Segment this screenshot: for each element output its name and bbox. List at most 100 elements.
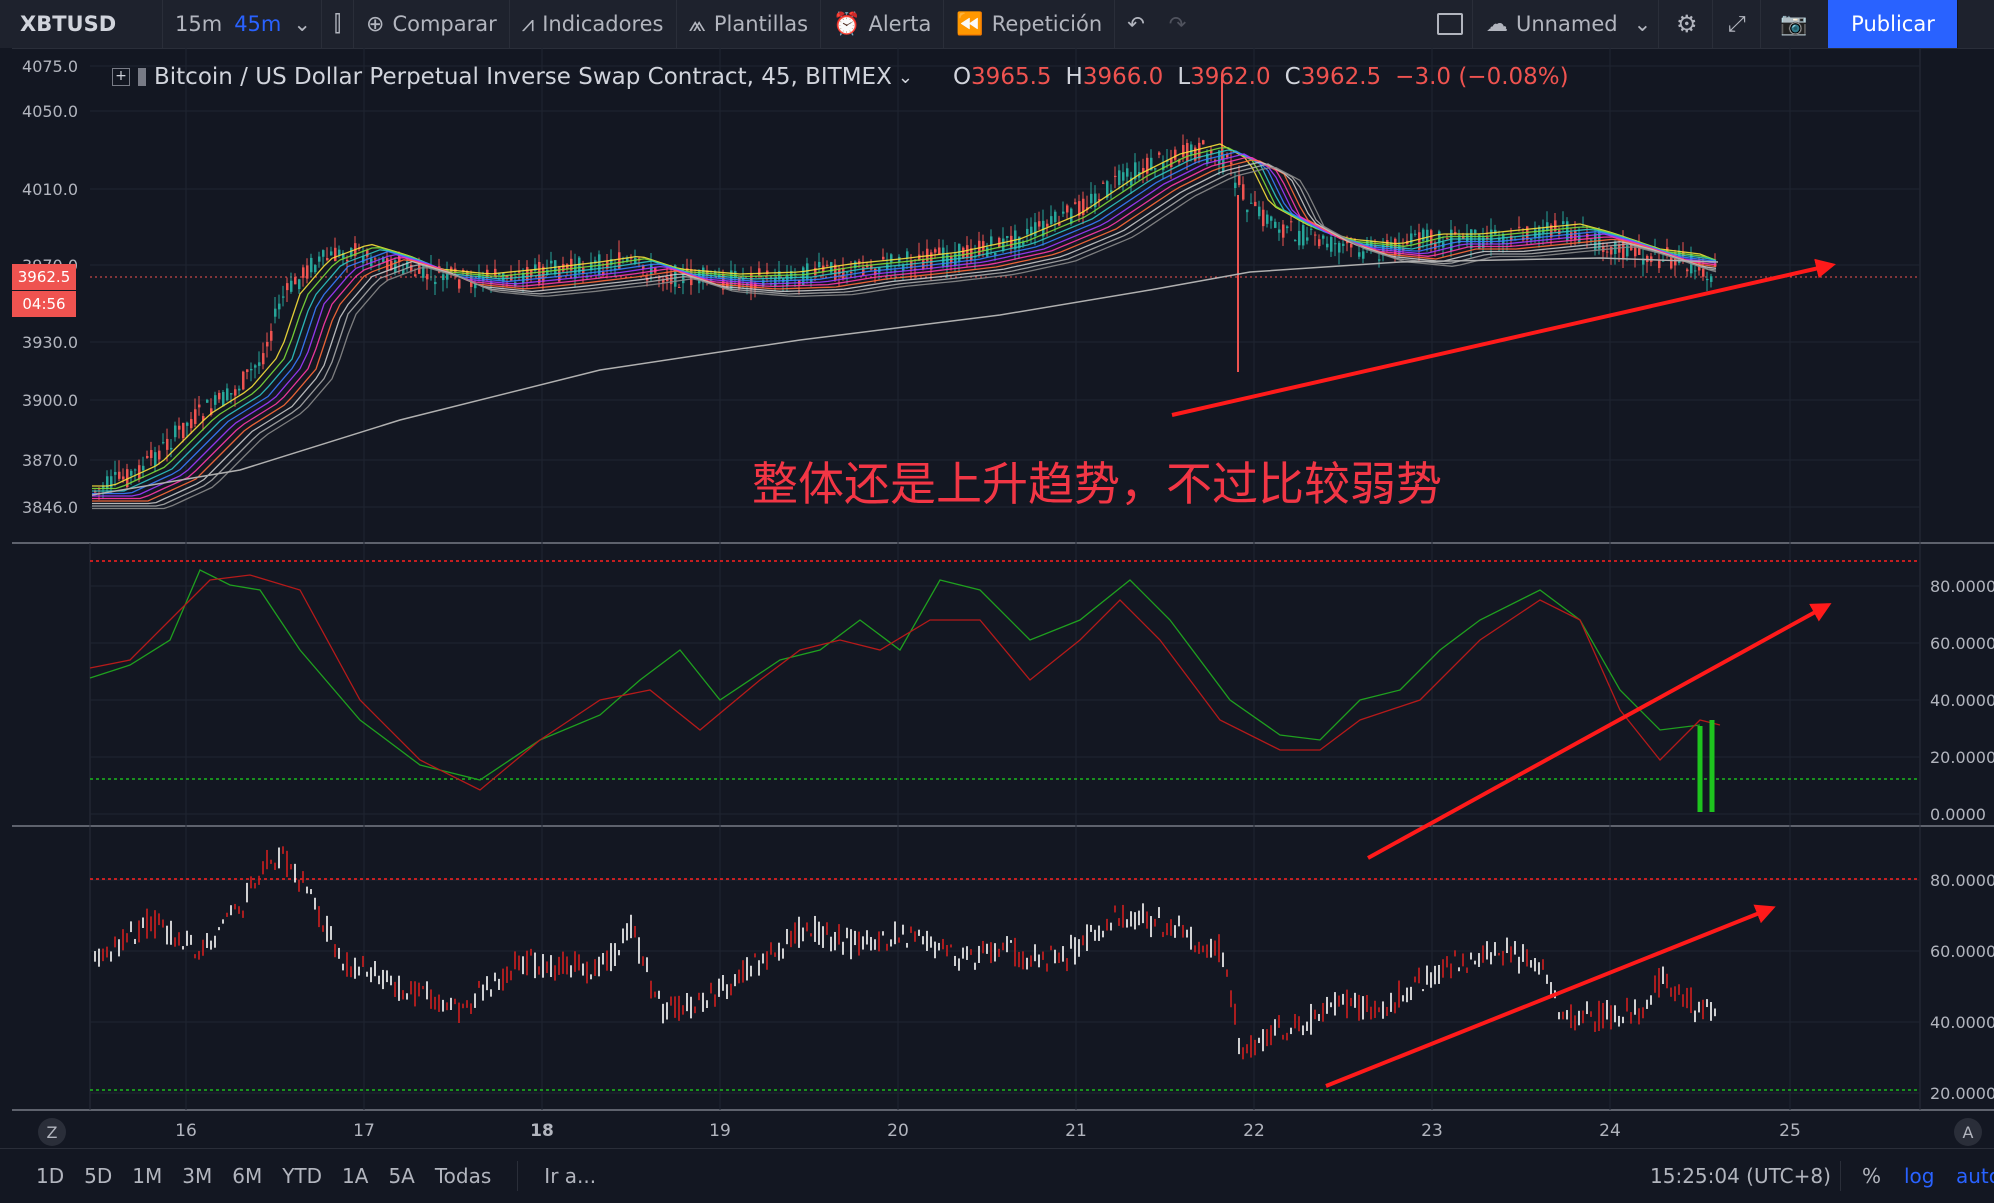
- oscillator-axis-label: 80.0000: [1930, 577, 1994, 596]
- divider: [162, 0, 163, 48]
- bottom-toolbar: 1D 5D 1M 3M 6M YTD 1A 5A Todas Ir a... 1…: [0, 1148, 1994, 1203]
- snapshot-button[interactable]: 📷: [1768, 0, 1819, 48]
- candle-body: [1418, 232, 1421, 250]
- candle-body: [1430, 230, 1433, 245]
- moving-average-line: [92, 149, 1717, 492]
- range-5y[interactable]: 5A: [388, 1164, 415, 1188]
- candle-body: [1106, 181, 1109, 198]
- candle-body: [102, 485, 105, 490]
- clock-display[interactable]: 15:25:04 (UTC+8): [1650, 1164, 1831, 1188]
- candle-body: [1322, 235, 1325, 239]
- redo-button[interactable]: ↷: [1157, 0, 1199, 48]
- candle-body: [714, 271, 717, 275]
- candle-body: [1538, 226, 1541, 239]
- candle-body: [1250, 202, 1253, 204]
- divider: [353, 0, 355, 48]
- candle-body: [1518, 226, 1521, 228]
- candle-body: [1126, 168, 1129, 177]
- range-6m[interactable]: 6M: [232, 1164, 263, 1188]
- candle-body: [1298, 230, 1301, 246]
- candle-body: [658, 277, 661, 279]
- candle-body: [1466, 233, 1469, 243]
- candle-body: [1702, 268, 1705, 277]
- rsi-axis-label: 20.0000: [1930, 1084, 1994, 1103]
- templates-button[interactable]: ⩕ Plantillas: [677, 0, 821, 48]
- candle-body: [1594, 233, 1597, 251]
- candle-body: [1454, 232, 1457, 234]
- chevron-down-icon[interactable]: ⌄: [897, 66, 913, 88]
- interval-15m[interactable]: 15m: [175, 12, 223, 36]
- candle-body: [394, 260, 397, 273]
- price-axis-label: 3846.0: [22, 498, 78, 517]
- alert-button[interactable]: ⏰ Alerta: [821, 0, 943, 48]
- candle-body: [1314, 234, 1317, 236]
- publish-button[interactable]: Publicar: [1828, 0, 1958, 48]
- cloud-icon: ☁: [1486, 11, 1508, 37]
- candle-body: [1306, 237, 1309, 241]
- candle-body: [1242, 184, 1245, 200]
- legend-low-label: L: [1177, 64, 1191, 90]
- range-1d[interactable]: 1D: [36, 1164, 65, 1188]
- candle-body: [982, 241, 985, 251]
- candle-body: [1006, 236, 1009, 239]
- candle-body: [1114, 175, 1117, 177]
- symbol-search[interactable]: XBTUSD: [20, 12, 117, 36]
- candle-body: [1214, 159, 1217, 162]
- candle-body: [1626, 245, 1629, 257]
- settings-button[interactable]: ⚙: [1664, 0, 1710, 48]
- range-ytd[interactable]: YTD: [282, 1164, 323, 1188]
- range-5d[interactable]: 5D: [84, 1164, 113, 1188]
- rsi-axis-label: 40.0000: [1930, 1013, 1994, 1032]
- candle-body: [1330, 236, 1333, 252]
- replay-button[interactable]: ⏪ Repetición: [944, 0, 1114, 48]
- range-3m[interactable]: 3M: [182, 1164, 213, 1188]
- candle-body: [226, 388, 229, 401]
- auto-scale-toggle[interactable]: auto: [1956, 1164, 1994, 1188]
- chart-annotation-text[interactable]: 整体还是上升趋势，不过比较弱势: [752, 457, 1442, 511]
- candle-body: [1622, 241, 1625, 259]
- candle-body: [130, 470, 133, 476]
- percent-scale-toggle[interactable]: %: [1862, 1164, 1882, 1188]
- compare-button[interactable]: ⊕ Comparar: [354, 0, 509, 48]
- interval-45m[interactable]: 45m: [234, 12, 282, 36]
- undo-button[interactable]: ↶: [1115, 0, 1157, 48]
- candle-body: [138, 465, 141, 480]
- oscillator-slow-line: [89, 574, 1721, 791]
- play-icon[interactable]: [1957, 0, 1994, 48]
- range-1m[interactable]: 1M: [132, 1164, 163, 1188]
- candle-body: [254, 365, 257, 368]
- redo-icon: ↷: [1168, 12, 1187, 36]
- indicators-button[interactable]: ⩘ Indicadores: [510, 0, 676, 48]
- log-scale-toggle[interactable]: log: [1904, 1164, 1935, 1188]
- chart-type-button[interactable]: ⫿: [322, 0, 353, 48]
- interval-dropdown-icon[interactable]: ⌄: [293, 12, 311, 36]
- range-all[interactable]: Todas: [434, 1164, 492, 1188]
- candle-body: [1606, 251, 1609, 253]
- candle-body: [970, 248, 973, 260]
- legend-title[interactable]: Bitcoin / US Dollar Perpetual Inverse Sw…: [154, 64, 892, 90]
- legend-toggle-icon[interactable]: +: [112, 68, 130, 86]
- layout-button[interactable]: ☁ Unnamed ⌄: [1474, 0, 1663, 48]
- candle-body: [630, 257, 633, 259]
- candle-body: [1706, 278, 1709, 281]
- candle-body: [1286, 226, 1289, 229]
- candle-body: [1310, 228, 1313, 230]
- candle-body: [262, 353, 265, 365]
- fullscreen-layout-button[interactable]: [1425, 0, 1475, 48]
- candle-body: [1246, 209, 1249, 213]
- candle-body: [1598, 230, 1601, 250]
- zoom-button[interactable]: Z: [38, 1118, 66, 1146]
- camera-icon: 📷: [1780, 11, 1808, 37]
- fullscreen-button[interactable]: ⤢: [1716, 0, 1758, 48]
- candle-body: [1438, 231, 1441, 244]
- candle-body: [374, 258, 377, 260]
- candle-body: [846, 272, 849, 274]
- candle-body: [1254, 201, 1257, 207]
- candle-body: [874, 268, 877, 276]
- chart-canvas[interactable]: 16 17 18 19 20 21 22 23 24 25 4075.0 4050.0 4010.0 39…: [0, 48, 1994, 1148]
- goto-date-button[interactable]: Ir a...: [544, 1164, 597, 1188]
- auto-scale-button[interactable]: A: [1954, 1118, 1982, 1146]
- range-1y[interactable]: 1A: [342, 1164, 369, 1188]
- time-axis-label: 24: [1599, 1121, 1621, 1141]
- candle-body: [1118, 170, 1121, 185]
